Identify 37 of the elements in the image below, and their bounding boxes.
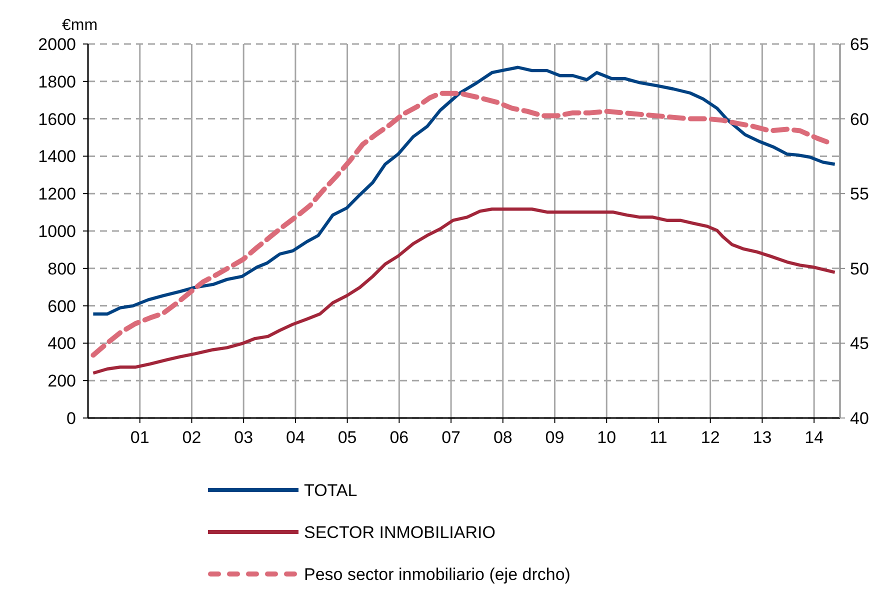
x-tick-label: 07 [442, 428, 460, 447]
y-tick-label: 1800 [38, 72, 76, 92]
y-tick-label: 0 [66, 408, 76, 428]
y-tick-label: 1200 [38, 184, 76, 204]
x-tick-label: 09 [545, 428, 564, 447]
y-tick-label: 200 [48, 372, 76, 391]
y2-tick-label: 60 [850, 110, 869, 129]
x-tick-label: 05 [338, 428, 357, 447]
x-tick-label: 08 [493, 428, 512, 447]
x-tick-label: 14 [804, 428, 824, 447]
x-tick-label: 10 [597, 428, 616, 447]
y-tick-label: 400 [48, 334, 76, 354]
line-series [92, 66, 836, 316]
legend-label: TOTAL [304, 480, 358, 500]
x-tick-label: 06 [390, 428, 409, 447]
legend-label: SECTOR INMOBILIARIO [304, 522, 496, 542]
y-tick-label: 2000 [38, 34, 76, 54]
y2-tick-label: 45 [850, 334, 869, 354]
x-tick-label: 03 [234, 428, 254, 447]
x-tick-label: 11 [650, 428, 668, 447]
x-tick-label: 12 [700, 428, 720, 447]
y-axis-title: €mm [62, 17, 98, 34]
legend-label: Peso sector inmobiliario (eje drcho) [304, 564, 570, 584]
y2-tick-label: 40 [850, 408, 869, 428]
y-tick-label: 1400 [38, 147, 76, 166]
x-tick-label: 13 [752, 428, 772, 447]
x-tick-label: 02 [182, 428, 202, 447]
y2-tick-label: 50 [850, 259, 869, 278]
line-series [92, 208, 836, 375]
x-tick-label: 04 [286, 428, 305, 447]
y-tick-label: 600 [48, 296, 76, 316]
y2-tick-label: 65 [850, 34, 869, 54]
y-tick-label: 800 [48, 259, 76, 278]
y-tick-label: 1600 [38, 110, 76, 129]
y-tick-label: 1000 [38, 222, 76, 241]
y2-tick-label: 55 [850, 184, 869, 204]
x-tick-label: 01 [130, 428, 150, 447]
